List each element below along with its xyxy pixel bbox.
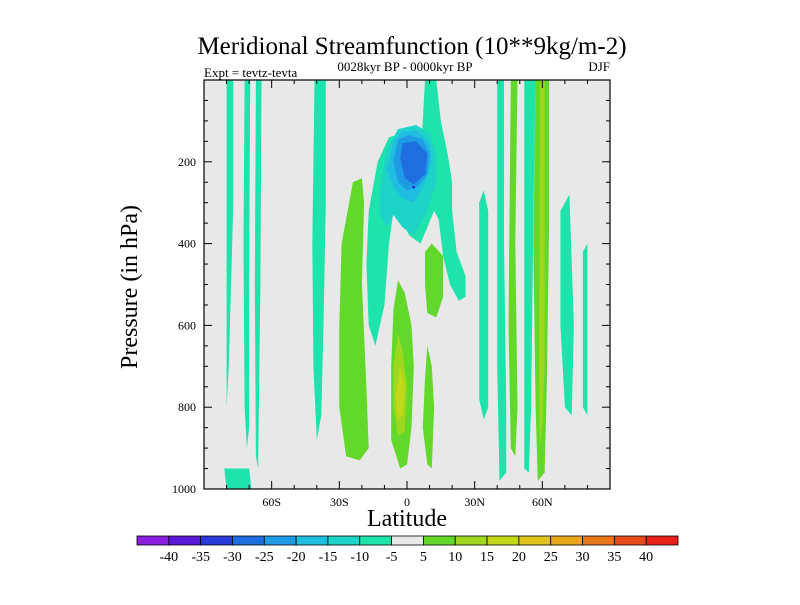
y-tick-label: 800 xyxy=(178,400,196,414)
contour-tropical-streamfunction-blue xyxy=(400,141,428,185)
colorbar-label: -35 xyxy=(191,550,210,565)
contour-nh-polar-yellow xyxy=(539,80,545,449)
colorbar-swatch xyxy=(327,535,361,546)
contour-nh-polar-cyan-2 xyxy=(560,194,574,416)
contour-sh-mid-cyan-column xyxy=(312,80,326,440)
colorbar-swatch xyxy=(295,535,329,546)
contour-sh-polar-stripe-2 xyxy=(243,80,251,449)
y-tick-label: 1000 xyxy=(172,482,196,496)
colorbar-swatch xyxy=(200,535,233,546)
colorbar-swatch xyxy=(582,535,615,546)
x-tick-label: 30S xyxy=(330,495,349,509)
colorbar-swatch xyxy=(168,535,202,546)
chart-title: Meridional Streamfunction (10**9kg/m-2) xyxy=(197,33,626,60)
contour-regions xyxy=(224,80,588,489)
colorbar-label: 40 xyxy=(639,550,653,565)
colorbar-label: 15 xyxy=(480,550,494,565)
y-tick-label: 400 xyxy=(178,237,196,251)
contour-tropical-upper-cyan xyxy=(420,80,466,301)
contour-nh-subtropical-green-island xyxy=(425,243,444,318)
contour-sh-polar-stripe-4 xyxy=(224,468,252,489)
colorbar-swatch xyxy=(454,535,488,546)
contour-sh-mid-green-cell xyxy=(339,178,369,461)
colorbar-swatch xyxy=(486,535,520,546)
x-tick-label: 0 xyxy=(404,495,410,509)
colorbar-label: 20 xyxy=(512,550,526,565)
colorbar-label: -5 xyxy=(386,550,398,565)
colorbar-label: 10 xyxy=(448,550,462,565)
colorbar-swatch xyxy=(518,535,552,546)
colorbar-swatch xyxy=(391,535,424,546)
colorbar-label: -40 xyxy=(159,550,178,565)
contour-nh-polar-cyan xyxy=(524,80,536,473)
colorbar-label: -25 xyxy=(255,550,274,565)
contour-nh-mid-green-stripe xyxy=(508,80,518,457)
colorbar-label: 5 xyxy=(420,550,427,565)
x-axis-title: Latitude xyxy=(367,506,447,532)
colorbar-swatch xyxy=(232,535,265,546)
x-tick-label: 60N xyxy=(532,495,553,509)
contour-minimum-marker xyxy=(412,185,416,189)
contour-nh-polar-cyan-3 xyxy=(582,243,588,416)
season-label: DJF xyxy=(588,59,610,74)
colorbar-swatch xyxy=(423,535,456,546)
colorbar-swatch xyxy=(645,535,679,546)
colorbar-swatch xyxy=(359,535,392,546)
colorbar-label: 30 xyxy=(576,550,590,565)
x-axis: 60S 30S 0 30N 60N xyxy=(203,80,611,509)
colorbar-swatch xyxy=(613,535,647,546)
colorbar: -40 -35 -30 -25 -20 -15 -10 -5 5 10 15 20 25 30 35 40 xyxy=(136,535,679,565)
contour-tropical-lower-gold xyxy=(395,366,405,420)
colorbar-label: 35 xyxy=(607,550,621,565)
chart-subtitle: 0028kyr BP - 0000kyr BP xyxy=(337,59,472,74)
y-tick-label: 600 xyxy=(178,318,196,332)
contour-tropical-lower-green-right xyxy=(422,345,435,469)
y-tick-label: 200 xyxy=(178,155,196,169)
y-axis-title: Pressure (in hPa) xyxy=(117,205,143,369)
colorbar-label: -30 xyxy=(223,550,242,565)
colorbar-label: -15 xyxy=(319,550,338,565)
contour-nh-mid-cyan-1 xyxy=(479,190,489,420)
contour-sh-polar-stripe-3 xyxy=(254,80,262,469)
colorbar-label: -10 xyxy=(350,550,369,565)
colorbar-swatch xyxy=(263,535,297,546)
contour-nh-mid-cyan-2 xyxy=(497,80,507,481)
colorbar-label: -20 xyxy=(287,550,306,565)
x-tick-label: 30N xyxy=(464,495,485,509)
y-axis: 200 400 600 800 1000 xyxy=(172,79,610,496)
colorbar-swatch xyxy=(550,535,583,546)
colorbar-swatch xyxy=(136,535,170,546)
colorbar-label: 25 xyxy=(544,550,558,565)
x-tick-label: 60S xyxy=(262,495,281,509)
contour-sh-polar-stripe-1 xyxy=(226,80,234,408)
experiment-label: Expt = tevtz-tevta xyxy=(204,65,297,80)
